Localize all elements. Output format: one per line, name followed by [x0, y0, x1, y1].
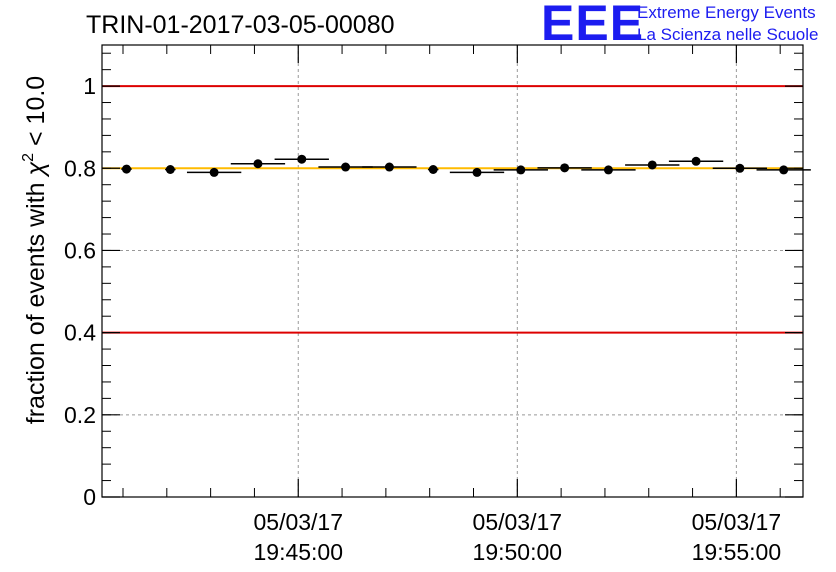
- data-point-3: [230, 159, 286, 169]
- axes: 0 0.2 0.4 0.6 0.8 1 05/03/17 19:45:00 05/03/17 19…: [64, 44, 804, 565]
- marker: [428, 165, 438, 175]
- plot-frame: [101, 44, 804, 498]
- marker: [341, 162, 351, 172]
- y-tick-label-3: 0.6: [64, 237, 96, 263]
- marker: [516, 165, 526, 175]
- marker: [165, 165, 175, 175]
- data-point-8: [449, 167, 505, 177]
- logo-mark: EEE: [541, 0, 644, 51]
- logo-line2: La Scienza nelle Scuole: [637, 25, 818, 44]
- marker: [209, 167, 219, 177]
- grid: [102, 45, 803, 497]
- marker: [560, 163, 570, 173]
- data-point-0: [121, 164, 132, 174]
- marker: [122, 164, 132, 174]
- x-tick-time-1: 19:50:00: [473, 539, 563, 565]
- marker: [647, 160, 657, 170]
- y-tick-label-5: 1: [83, 73, 96, 99]
- y-tick-label-2: 0.4: [64, 320, 96, 346]
- chart-title: TRIN-01-2017-03-05-00080: [86, 11, 395, 39]
- data-point-1: [165, 165, 176, 175]
- data-point-9: [493, 165, 548, 175]
- logo-line1: Extreme Energy Events: [637, 3, 816, 22]
- data-point-11: [581, 165, 636, 175]
- reference-lines: [102, 85, 803, 334]
- marker: [384, 162, 394, 172]
- y-axis-label: fraction of events with χ2 < 10.0: [20, 76, 50, 424]
- y-tick-label-4: 0.8: [64, 155, 96, 181]
- x-tick-time-0: 19:45:00: [253, 539, 343, 565]
- data-point-6: [362, 162, 417, 172]
- data-point-15: [756, 165, 811, 175]
- data-point-10: [537, 163, 592, 173]
- y-tick-label-0: 0: [83, 484, 96, 510]
- marker: [691, 156, 701, 166]
- marker: [779, 165, 789, 175]
- data-points: [121, 154, 811, 177]
- marker: [603, 165, 613, 175]
- x-tick-date-2: 05/03/17: [692, 509, 782, 535]
- x-tick-date-1: 05/03/17: [473, 509, 563, 535]
- marker: [735, 163, 745, 173]
- data-point-7: [427, 165, 439, 175]
- data-point-2: [186, 167, 242, 177]
- x-tick-date-0: 05/03/17: [253, 509, 343, 535]
- marker: [253, 159, 263, 169]
- data-point-14: [712, 163, 768, 173]
- marker: [472, 167, 482, 177]
- x-tick-time-2: 19:55:00: [692, 539, 782, 565]
- data-point-12: [625, 160, 680, 170]
- y-tick-label-1: 0.2: [64, 402, 96, 428]
- eee-logo: EEE Extreme Energy Events La Scienza nel…: [541, 0, 818, 51]
- data-point-13: [668, 156, 724, 166]
- marker: [297, 154, 307, 164]
- data-point-4: [274, 154, 329, 164]
